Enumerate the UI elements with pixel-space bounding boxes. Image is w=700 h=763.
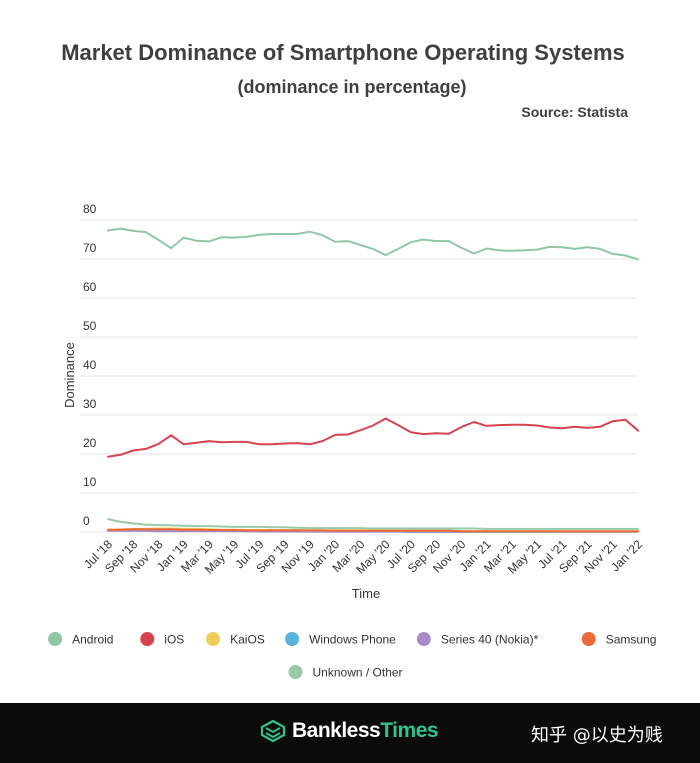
legend-item: Android (48, 632, 113, 647)
legend-label: KaiOS (230, 633, 265, 647)
brand-name-part2: Times (380, 719, 439, 742)
x-axis-label: Time (352, 586, 380, 601)
legend-label: Samsung (606, 633, 657, 647)
chart-source: Source: Statista (521, 104, 628, 120)
legend: Android iOS KaiOS Windows Phone Series 40 (N… (48, 632, 656, 680)
legend-item: Unknown / Other (288, 665, 403, 680)
legend-label: Windows Phone (309, 633, 396, 647)
series-line-android (107, 227, 639, 261)
y-axis-label: Dominance (62, 342, 77, 408)
legend-item: KaiOS (206, 632, 265, 647)
brand-logo: BanklessTimes (260, 719, 439, 743)
footer: BanklessTimes 知乎 @以史为贱 (0, 703, 700, 763)
y-tick-labels: 0 10 20 30 40 50 60 70 80 (83, 202, 97, 528)
series-line-samsung (107, 528, 639, 533)
series-lines (107, 227, 639, 533)
legend-swatch (288, 665, 303, 679)
legend-swatch (206, 632, 221, 646)
y-tick-label: 40 (83, 358, 97, 372)
y-tick-label: 30 (83, 397, 97, 411)
series-line-unknown-other (107, 518, 639, 530)
legend-label: Unknown / Other (313, 666, 403, 680)
legend-item: Windows Phone (285, 632, 396, 647)
y-tick-label: 50 (83, 319, 97, 333)
legend-label: iOS (164, 633, 184, 647)
legend-label: Android (72, 633, 113, 647)
legend-swatch (285, 632, 300, 646)
legend-swatch (581, 632, 596, 646)
brand-name-part1: Bankless (292, 719, 381, 742)
legend-swatch (48, 632, 63, 646)
brand-name: BanklessTimes (292, 719, 439, 743)
chart-title: Market Dominance of Smartphone Operating… (61, 40, 625, 65)
y-tick-label: 70 (83, 241, 97, 255)
bankless-times-logo-icon (260, 719, 286, 743)
watermark-text: 知乎 @以史为贱 (531, 725, 663, 746)
legend-item: Series 40 (Nokia)* (416, 632, 539, 647)
legend-label: Series 40 (Nokia)* (441, 633, 539, 647)
y-tick-label: 80 (83, 202, 97, 216)
series-line-ios (107, 417, 639, 458)
legend-item: iOS (140, 632, 184, 647)
y-tick-label: 20 (83, 436, 97, 450)
y-tick-label: 0 (83, 514, 90, 528)
legend-swatch (140, 632, 155, 646)
chart-subtitle: (dominance in percentage) (237, 77, 466, 97)
y-tick-label: 60 (83, 280, 97, 294)
legend-swatch (416, 632, 431, 646)
y-tick-label: 10 (83, 475, 97, 489)
chart: Market Dominance of Smartphone Operating… (48, 40, 657, 680)
legend-item: Samsung (581, 632, 657, 647)
